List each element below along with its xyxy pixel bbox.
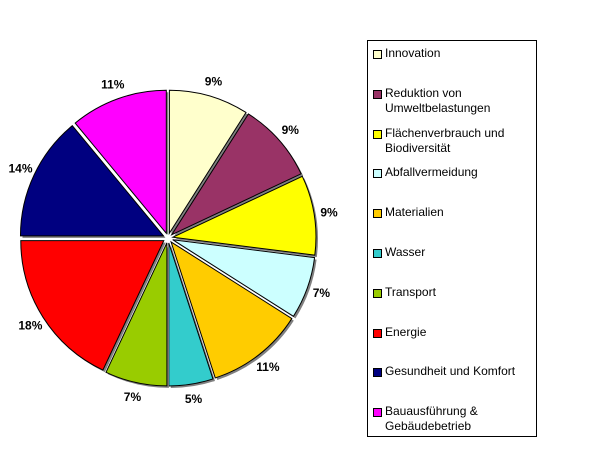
data-label: 11% bbox=[256, 360, 280, 374]
legend-item: Wasser bbox=[373, 245, 534, 277]
legend-item: Innovation bbox=[373, 46, 534, 78]
legend-label: Reduktion von Umweltbelastungen bbox=[385, 85, 491, 115]
pie-slice bbox=[19, 124, 165, 237]
legend-item: Energie bbox=[373, 325, 534, 357]
data-label: 7% bbox=[313, 286, 331, 300]
data-label: 9% bbox=[205, 74, 223, 88]
legend-item: Abfallvermeidung bbox=[373, 165, 534, 197]
legend-label: Bauausführung & Gebäudebetrieb bbox=[385, 404, 478, 434]
pie-slice bbox=[105, 242, 168, 387]
pie-slice bbox=[170, 113, 302, 236]
data-label: 14% bbox=[8, 162, 32, 176]
legend-swatch bbox=[373, 169, 382, 179]
legend-swatch bbox=[373, 288, 382, 298]
legend-swatch bbox=[373, 89, 382, 99]
legend-swatch bbox=[373, 129, 382, 139]
legend-swatch bbox=[373, 209, 382, 219]
pie-slice bbox=[168, 89, 247, 235]
pie-slice bbox=[20, 240, 165, 371]
legend-item: Transport bbox=[373, 285, 534, 317]
data-label: 11% bbox=[101, 78, 125, 92]
legend-swatch bbox=[373, 368, 382, 378]
legend-label: Energie bbox=[385, 324, 427, 339]
data-label: 18% bbox=[18, 318, 42, 332]
legend-label: Flächenverbrauch und Biodiversität bbox=[385, 125, 505, 155]
legend-item: Bauausführung & Gebäudebetrieb bbox=[373, 404, 534, 436]
chart-legend: Innovation Reduktion von Umweltbelastungen… bbox=[367, 40, 537, 437]
data-label: 7% bbox=[124, 390, 142, 404]
data-label: 9% bbox=[282, 123, 300, 137]
pie-slice bbox=[74, 89, 167, 235]
legend-label: Materialien bbox=[385, 205, 444, 220]
legend-label: Innovation bbox=[385, 46, 441, 60]
legend-swatch bbox=[373, 249, 382, 258]
legend-item: Gesundheit und Komfort bbox=[373, 364, 534, 396]
legend-label: Abfallvermeidung bbox=[385, 165, 478, 180]
pie-slice bbox=[171, 175, 317, 256]
legend-swatch bbox=[373, 408, 382, 418]
data-label: 9% bbox=[320, 206, 338, 220]
pie-slice bbox=[172, 239, 316, 318]
legend-label: Wasser bbox=[385, 245, 426, 259]
pie-slice bbox=[170, 240, 293, 379]
legend-item: Materialien bbox=[373, 205, 534, 237]
pie-chart: 9% 9% 9% 7% 11% 5% 7% 18% 14% 11% bbox=[8, 74, 338, 406]
legend-item: Flächenverbrauch und Biodiversität bbox=[373, 126, 534, 158]
legend-item: Reduktion von Umweltbelastungen bbox=[373, 86, 534, 118]
data-label: 5% bbox=[185, 392, 203, 406]
legend-label: Gesundheit und Komfort bbox=[385, 364, 516, 379]
legend-swatch bbox=[373, 328, 382, 338]
legend-swatch bbox=[373, 50, 382, 59]
legend-label: Transport bbox=[385, 284, 436, 299]
